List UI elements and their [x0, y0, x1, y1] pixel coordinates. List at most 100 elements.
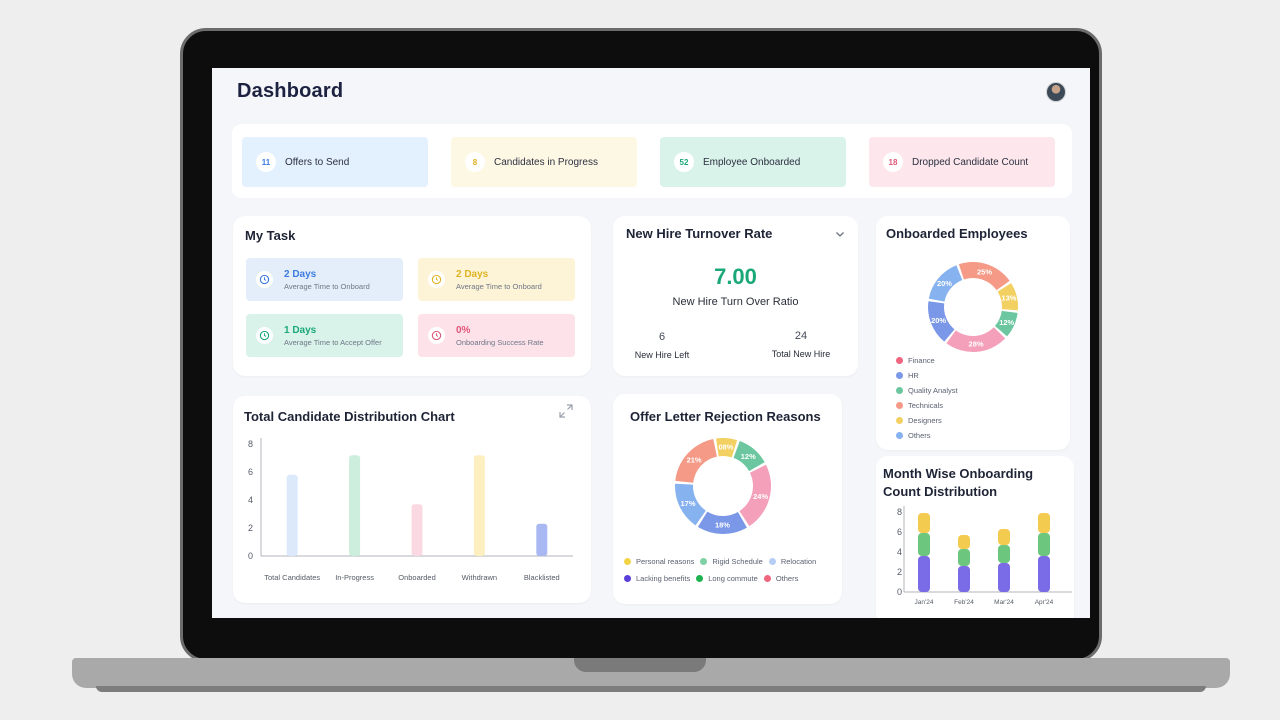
clock-icon	[256, 271, 273, 288]
bar	[536, 523, 548, 556]
dashboard-screen: Dashboard 11 Offers to Send 8 Candidates…	[212, 68, 1090, 618]
laptop-notch	[574, 658, 706, 672]
y-tick-label: 6	[248, 467, 253, 477]
stacked-bar-segment	[998, 545, 1010, 563]
task-value: 0%	[456, 325, 471, 336]
legend-dot	[624, 575, 631, 582]
x-tick-label: Apr'24	[1035, 599, 1054, 606]
donut-slice	[739, 464, 771, 527]
x-tick-label: Onboarded	[398, 573, 436, 582]
legend-item: Lacking benefits	[624, 574, 690, 583]
chevron-down-icon[interactable]	[834, 228, 846, 240]
legend-label: Technicals	[908, 401, 944, 410]
donut-slice	[928, 265, 963, 302]
turnover-card: New Hire Turnover Rate 7.00 New Hire Tur…	[613, 216, 858, 376]
y-tick-label: 6	[897, 527, 902, 537]
legend-dot	[624, 558, 631, 565]
legend-label: Quality Analyst	[908, 386, 958, 395]
x-tick-label: In-Progress	[335, 573, 374, 582]
stat-count: 52	[674, 152, 694, 172]
stat-offers-to-send[interactable]: 11 Offers to Send	[242, 137, 428, 187]
stacked-bar-segment	[918, 533, 930, 556]
slice-label: 12%	[999, 318, 1014, 327]
stacked-bar-segment	[958, 549, 970, 566]
stacked-bar-segment	[1038, 556, 1050, 592]
legend-label: HR	[908, 371, 919, 380]
laptop-base-shadow	[96, 686, 1206, 692]
user-avatar[interactable]	[1046, 82, 1066, 102]
my-task-card: My Task 2 Days Average Time to Onboard 2…	[233, 216, 591, 376]
stacked-bar-segment	[958, 566, 970, 592]
total-new-hire-label: Total New Hire	[771, 349, 831, 359]
legend-label: Relocation	[780, 557, 817, 566]
y-tick-label: 2	[248, 523, 253, 533]
new-hire-left-value: 6	[658, 331, 666, 343]
donut-slice	[675, 483, 706, 526]
legend-dot	[696, 575, 704, 582]
stat-label: Offers to Send	[285, 156, 350, 168]
new-hire-left-label: New Hire Left	[634, 350, 690, 360]
slice-label: 28%	[969, 339, 984, 348]
stat-count: 11	[256, 152, 276, 172]
stats-strip: 11 Offers to Send 8 Candidates in Progre…	[232, 124, 1072, 198]
bar	[411, 504, 423, 556]
card-title-line-1: Month Wise Onboarding	[883, 466, 1034, 481]
card-title: Offer Letter Rejection Reasons	[630, 409, 821, 424]
card-title-line-2: Count Distribution	[883, 484, 998, 499]
stacked-bar-segment	[1038, 513, 1050, 533]
stacked-bar-segment	[918, 556, 930, 592]
legend-dot	[896, 387, 903, 394]
expand-icon[interactable]	[558, 403, 574, 419]
task-desc: Onboarding Success Rate	[456, 338, 544, 347]
task-item[interactable]: 0% Onboarding Success Rate	[418, 314, 575, 357]
stat-dropped-candidate-count[interactable]: 18 Dropped Candidate Count	[869, 137, 1055, 187]
stat-employee-onboarded[interactable]: 52 Employee Onboarded	[660, 137, 846, 187]
legend-label: Others	[775, 574, 799, 583]
legend-dot	[768, 558, 776, 565]
legend-item: Relocation	[768, 557, 817, 566]
stacked-bar-segment	[918, 513, 930, 533]
legend-item: Designers	[896, 416, 942, 425]
slice-label: 18%	[715, 521, 730, 530]
slice-label: 24%	[753, 492, 768, 501]
legend-item: Technicals	[896, 401, 943, 410]
month-wise-chart: 0 2 4 6 8 Jan'24 Feb'24 Mar'24 Apr'24	[897, 506, 1072, 606]
y-tick-label: 2	[897, 567, 902, 577]
legend-dot	[896, 417, 903, 424]
card-title: My Task	[245, 228, 296, 243]
x-tick-label: Blacklisted	[524, 573, 560, 582]
stat-label: Employee Onboarded	[703, 156, 801, 168]
task-desc: Average Time to Onboard	[284, 282, 370, 291]
task-item[interactable]: 2 Days Average Time to Onboard	[246, 258, 403, 301]
card-title: New Hire Turnover Rate	[626, 226, 773, 241]
task-value: 2 Days	[456, 269, 489, 280]
y-tick-label: 8	[897, 507, 902, 517]
legend-dot	[896, 357, 903, 364]
bar	[473, 455, 485, 556]
task-item[interactable]: 2 Days Average Time to Onboard	[418, 258, 575, 301]
task-value: 1 Days	[284, 325, 317, 336]
donut-slice	[994, 310, 1018, 337]
donut-slice	[697, 511, 747, 534]
legend-dot	[896, 432, 903, 439]
legend-item: HR	[896, 371, 919, 380]
bar	[286, 474, 298, 556]
card-title: Onboarded Employees	[886, 226, 1028, 241]
turnover-value: 7.00	[714, 264, 757, 289]
stat-candidates-in-progress[interactable]: 8 Candidates in Progress	[451, 137, 637, 187]
bar	[349, 455, 361, 556]
donut-slice	[675, 439, 717, 483]
legend-label: Others	[908, 431, 931, 440]
stat-label: Dropped Candidate Count	[912, 156, 1029, 168]
y-tick-label: 0	[248, 551, 253, 561]
clock-icon	[256, 327, 273, 344]
slice-label: 17%	[680, 499, 695, 508]
task-item[interactable]: 1 Days Average Time to Accept Offer	[246, 314, 403, 357]
legend-item: Others	[896, 431, 931, 440]
turnover-subtitle: New Hire Turn Over Ratio	[672, 296, 799, 308]
slice-label: 13%	[1001, 294, 1016, 303]
stat-count: 8	[465, 152, 485, 172]
page-title: Dashboard	[237, 80, 344, 102]
clock-icon	[428, 271, 445, 288]
x-tick-label: Jan'24	[915, 599, 934, 606]
